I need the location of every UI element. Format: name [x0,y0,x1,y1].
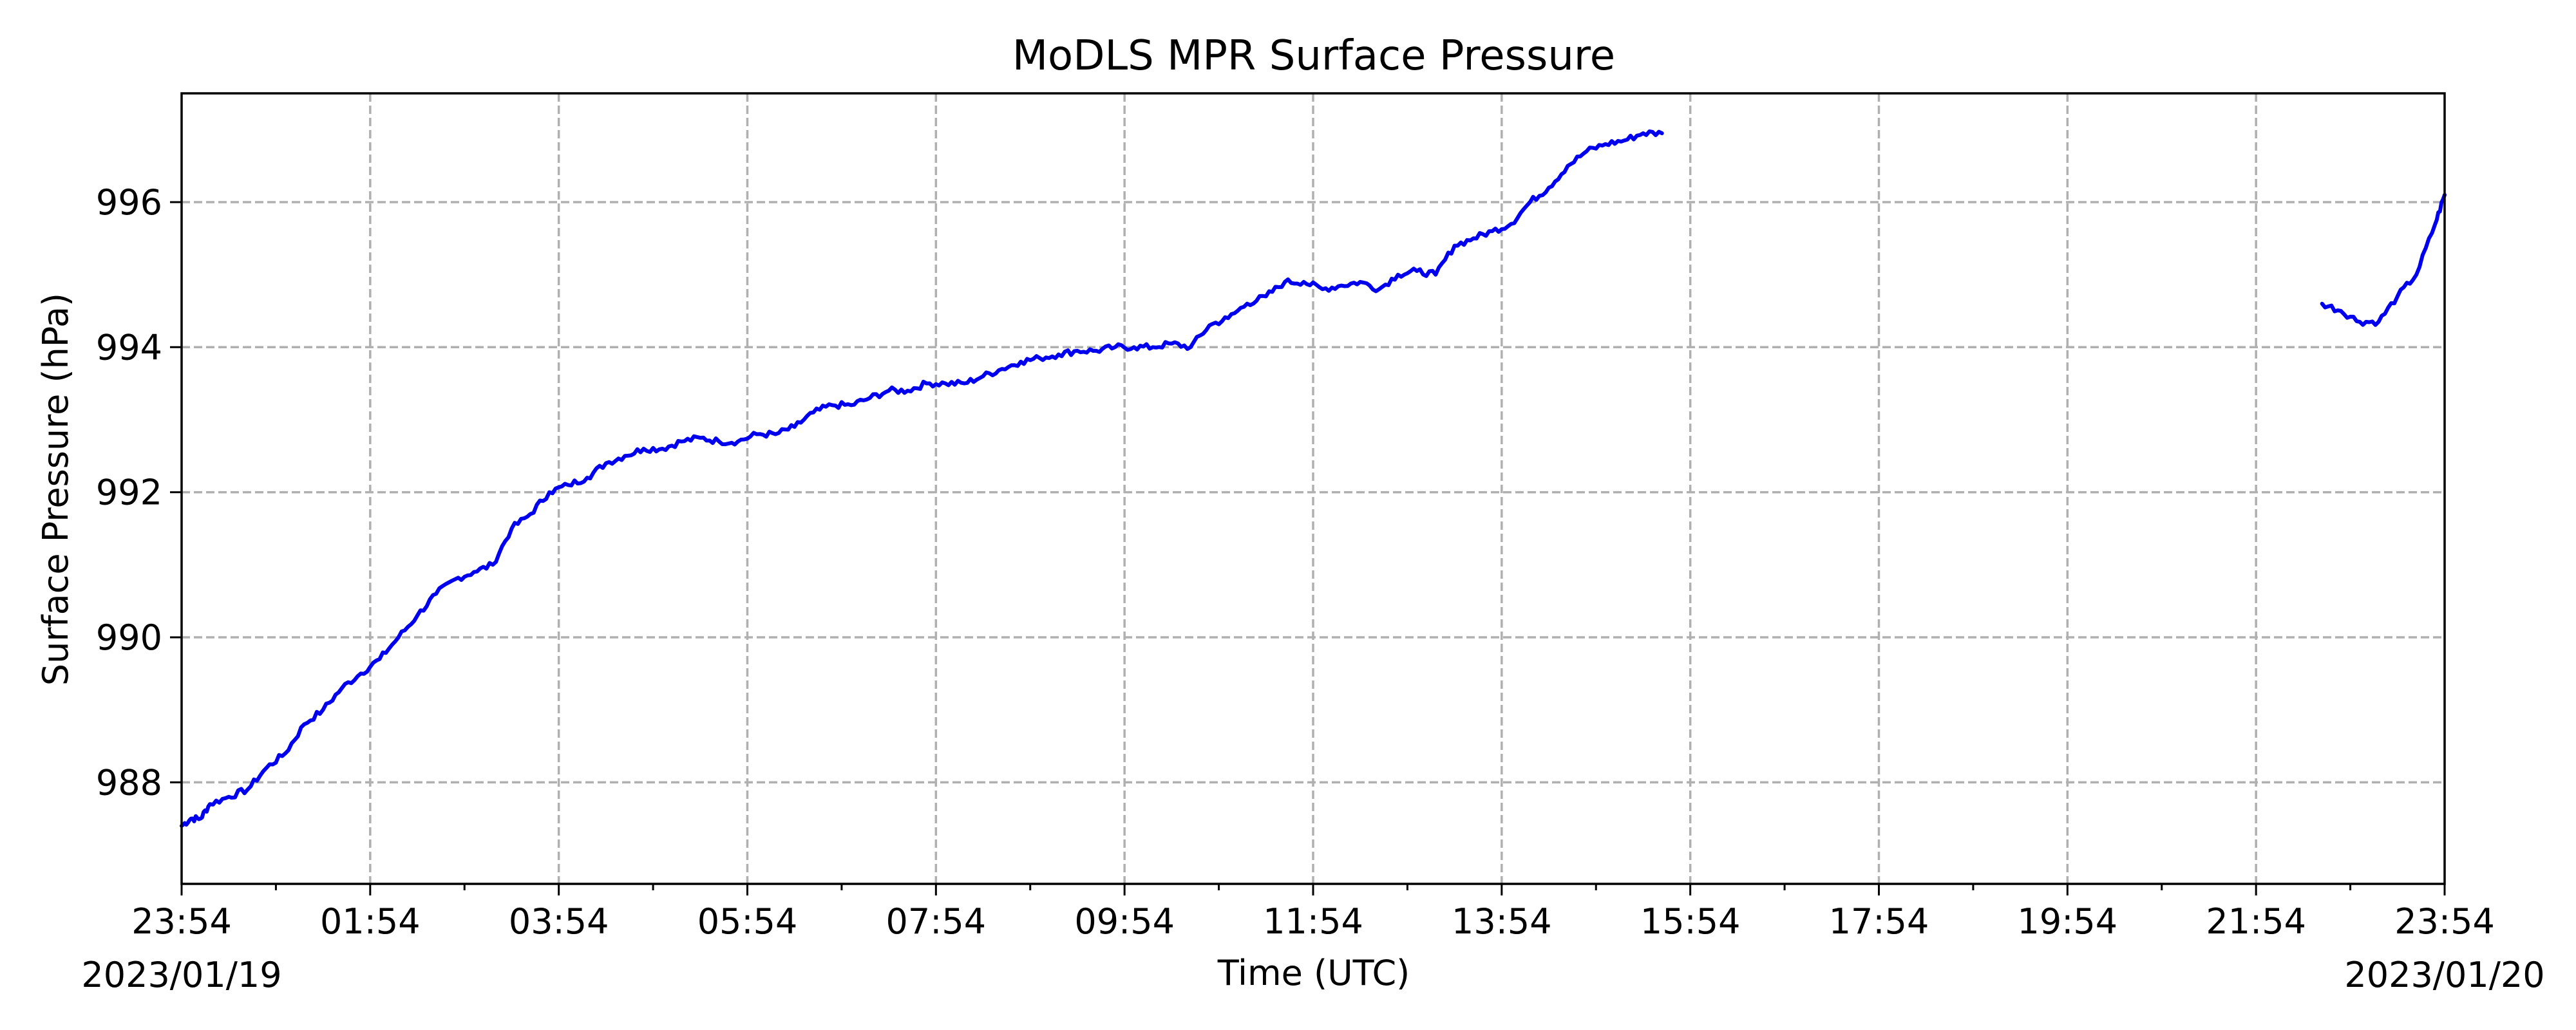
x-tick-label: 01:54 [320,901,421,942]
x-axis-label: Time (UTC) [1217,953,1410,993]
y-tick-label: 996 [96,182,162,223]
y-tick-label: 990 [96,617,162,658]
x-tick-label: 13:54 [1452,901,1552,942]
plot-area-frame [180,92,2446,885]
x-tick-label: 03:54 [509,901,609,942]
y-tick-label: 988 [96,762,162,803]
x-tick-label: 15:54 [1640,901,1741,942]
x-tick-label: 11:54 [1263,901,1363,942]
x-date-label-end: 2023/01/20 [2344,955,2544,995]
grid-lines [182,93,2445,884]
y-tick-label: 994 [96,327,162,368]
x-date-label-start: 2023/01/19 [81,955,281,995]
x-tick-label: 23:54 [131,901,232,942]
axis-ticks: 23:54 01:54 03:54 05:54 07:54 09:54 11:54 13:54… [96,182,2495,942]
x-tick-label: 23:54 [2394,901,2495,942]
x-tick-label: 05:54 [697,901,798,942]
pressure-series-line [2320,192,2447,327]
y-tick-label: 992 [96,473,162,513]
pressure-series-line [180,129,1664,828]
x-tick-label: 19:54 [2018,901,2118,942]
x-tick-label: 17:54 [1829,901,1929,942]
x-tick-label: 09:54 [1074,901,1175,942]
x-tick-label: 07:54 [886,901,987,942]
y-axis-label: Surface Pressure (hPa) [35,293,76,686]
series-lines [180,129,2447,828]
chart-title: MoDLS MPR Surface Pressure [1012,32,1615,80]
x-tick-label: 21:54 [2206,901,2306,942]
